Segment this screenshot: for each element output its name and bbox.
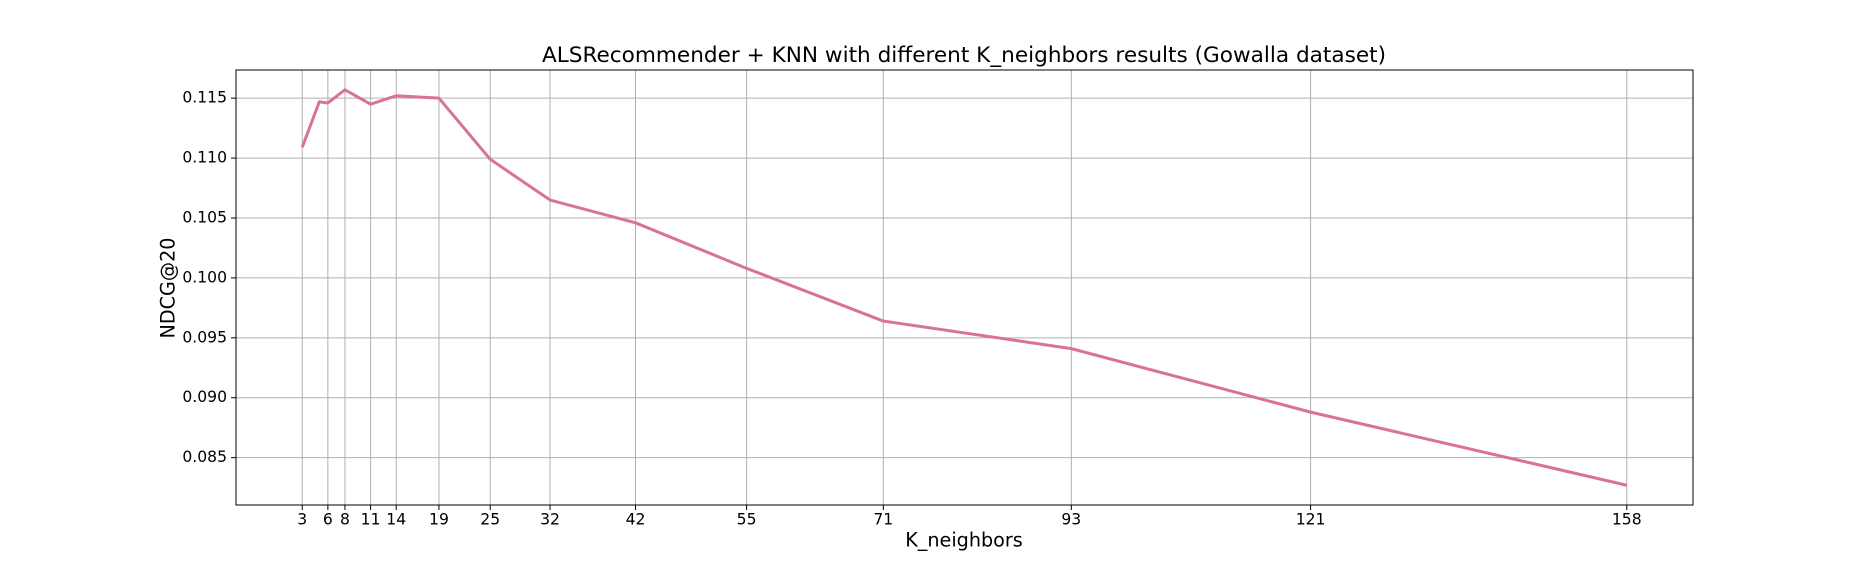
x-tick-label: 55 [737, 511, 757, 529]
y-tick-label: 0.105 [182, 208, 227, 226]
x-tick-label: 14 [386, 511, 406, 529]
x-tick-label: 158 [1612, 511, 1642, 529]
y-axis-label: NDCG@20 [157, 238, 180, 339]
y-tick-label: 0.115 [182, 89, 227, 107]
x-tick-label: 71 [873, 511, 893, 529]
chart-title: ALSRecommender + KNN with different K_ne… [542, 43, 1386, 68]
x-tick-label: 121 [1296, 511, 1326, 529]
x-tick-label: 3 [297, 511, 307, 529]
y-tick-label: 0.095 [182, 328, 227, 346]
x-tick-label: 93 [1061, 511, 1081, 529]
x-tick-label: 25 [480, 511, 500, 529]
x-axis-label: K_neighbors [905, 529, 1023, 552]
y-tick-label: 0.085 [182, 448, 227, 466]
x-tick-label: 8 [340, 511, 350, 529]
x-tick-label: 19 [429, 511, 449, 529]
data-line [300, 88, 1628, 487]
x-tick-label: 42 [626, 511, 646, 529]
plot-frame [235, 69, 1694, 506]
y-tick-label: 0.110 [182, 149, 227, 167]
x-tick-label: 11 [361, 511, 381, 529]
x-tick-label: 32 [540, 511, 560, 529]
y-tick-label: 0.090 [182, 388, 227, 406]
x-tick-label: 6 [323, 511, 333, 529]
y-tick-label: 0.100 [182, 268, 227, 286]
